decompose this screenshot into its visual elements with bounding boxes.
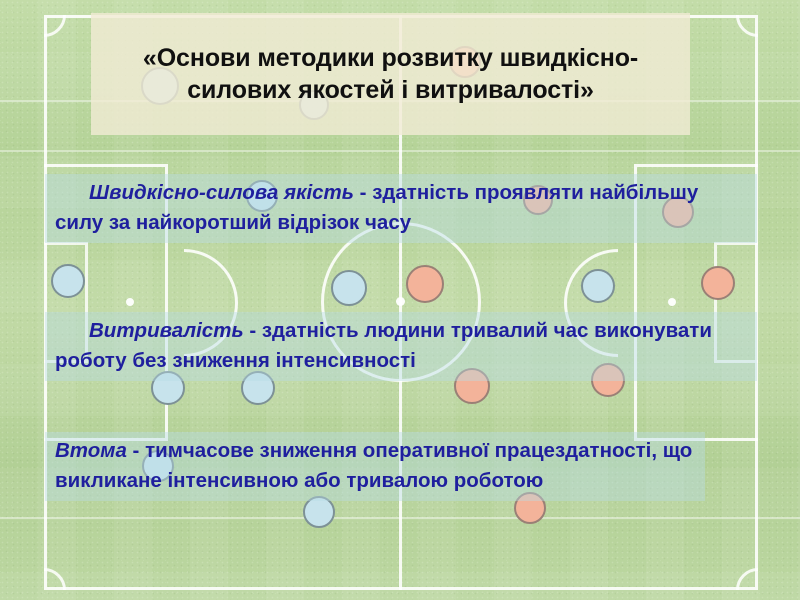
player-marker-red: [662, 196, 694, 228]
right-penalty-area: [634, 164, 758, 441]
player-marker-blue: [246, 180, 278, 212]
center-circle: [321, 222, 481, 382]
right-penalty-spot: [668, 298, 676, 306]
definition-text: здатність людини тривалий час виконувати…: [55, 319, 712, 372]
player-marker-blue: [241, 371, 275, 405]
player-marker-red: [701, 266, 735, 300]
title-box: «Основи методики розвитку швидкісно-сило…: [91, 13, 690, 135]
right-goal-area: [714, 242, 758, 363]
definition-separator: -: [243, 319, 262, 342]
player-marker-red: [406, 265, 444, 303]
player-marker-red: [514, 492, 546, 524]
definition-block-speed-strength: Швидкісно-силова якість - здатність проя…: [45, 174, 757, 244]
left-penalty-area: [44, 164, 168, 441]
player-marker-blue: [581, 269, 615, 303]
definition-text: тимчасове зниження оперативної працездат…: [55, 439, 693, 492]
definition-block-endurance: Витривалість - здатність людини тривалий…: [45, 312, 757, 382]
player-marker-blue: [303, 496, 335, 528]
definition-separator: -: [353, 181, 373, 204]
definition-term: Витривалість: [89, 319, 244, 342]
player-marker-blue: [142, 450, 174, 482]
left-penalty-spot: [126, 298, 134, 306]
definition-term: Швидкісно-силова якість: [89, 181, 354, 204]
corner-arc-bottom-right: [736, 568, 758, 590]
definition-separator: -: [126, 439, 146, 462]
page-title: «Основи методики розвитку швидкісно-сило…: [142, 43, 639, 105]
player-marker-red: [454, 368, 490, 404]
definition-text: здатність проявляти найбільшу силу за на…: [55, 181, 699, 234]
player-marker-red: [523, 185, 553, 215]
player-marker-blue: [331, 270, 367, 306]
left-goal-area: [44, 242, 88, 363]
player-marker-red: [591, 363, 625, 397]
corner-arc-top-right: [736, 15, 758, 37]
player-marker-blue: [51, 264, 85, 298]
player-marker-blue: [151, 371, 185, 405]
center-spot: [396, 297, 405, 306]
definition-block-fatigue: Втома - тимчасове зниження оперативної п…: [45, 432, 705, 502]
definition-term: Втома: [55, 439, 127, 462]
